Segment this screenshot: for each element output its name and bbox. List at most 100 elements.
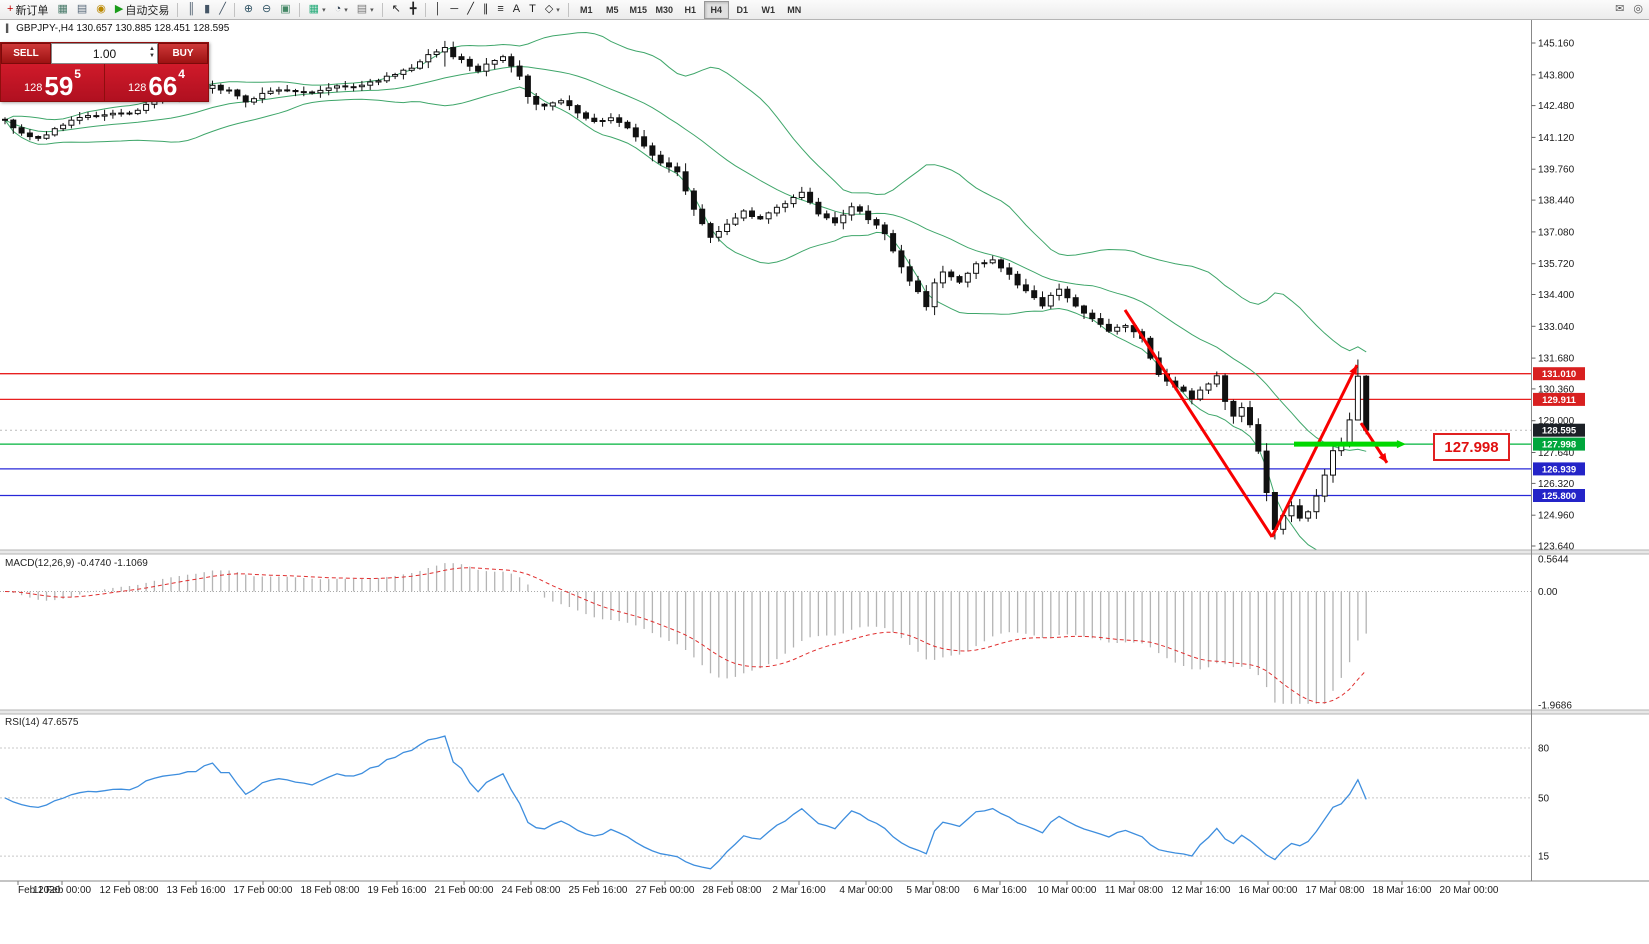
template-button[interactable]: ▤ ▾ bbox=[353, 1, 378, 19]
sell-price-prefix: 128 bbox=[24, 82, 43, 94]
price-axis[interactable]: 145.160 143.800 142.480 141.120 139.760 138.4… bbox=[1531, 20, 1586, 881]
timeframe-m15-button[interactable]: M15 bbox=[626, 1, 651, 19]
label-tool-button[interactable]: T bbox=[525, 1, 540, 19]
macd-label: MACD(12,26,9) -0.4740 -1.1069 bbox=[5, 558, 148, 569]
new-order-button[interactable]: + 新订单 bbox=[3, 1, 52, 19]
trade-panel-top-row: SELL 1.00 ▲ ▼ BUY bbox=[1, 43, 208, 64]
timeframe-m5-button[interactable]: M5 bbox=[600, 1, 625, 19]
lot-size-field[interactable]: 1.00 ▲ ▼ bbox=[51, 43, 158, 64]
svg-text:134.400: 134.400 bbox=[1538, 290, 1575, 301]
macd-pane[interactable] bbox=[0, 563, 1532, 704]
toolbar-separator bbox=[233, 2, 235, 17]
timeframe-h4-button[interactable]: H4 bbox=[703, 0, 729, 19]
svg-text:11 Mar 08:00: 11 Mar 08:00 bbox=[1105, 885, 1164, 896]
sell-button[interactable]: SELL bbox=[1, 43, 51, 64]
svg-text:0.00: 0.00 bbox=[1538, 587, 1558, 598]
rsi-pane[interactable] bbox=[0, 735, 1532, 870]
trade-panel-prices: 128 59 5 128 66 4 bbox=[1, 64, 208, 101]
bar-chart-button[interactable]: ║ bbox=[183, 1, 199, 19]
dropdown-arrow-icon: ▾ bbox=[556, 6, 560, 14]
toolbar-separator bbox=[381, 2, 383, 17]
bar-chart-icon: ║ bbox=[187, 3, 196, 15]
period-button[interactable]: ◔ ▾ bbox=[331, 1, 352, 19]
svg-text:127.640: 127.640 bbox=[1538, 448, 1575, 459]
new-chart-button[interactable]: ▦ ▾ bbox=[305, 1, 330, 19]
svg-text:12 Feb 08:00: 12 Feb 08:00 bbox=[100, 885, 159, 896]
svg-text:142.480: 142.480 bbox=[1538, 101, 1575, 112]
trendline-tool-button[interactable]: ╱ bbox=[463, 1, 478, 19]
shapes-icon: ◇ bbox=[544, 3, 554, 15]
toolbar-separator bbox=[298, 2, 300, 17]
text-tool-button[interactable]: A bbox=[509, 1, 524, 19]
timeframe-mn-button-label: MN bbox=[787, 4, 802, 15]
svg-text:24 Feb 08:00: 24 Feb 08:00 bbox=[502, 885, 561, 896]
svg-text:18 Mar 16:00: 18 Mar 16:00 bbox=[1373, 885, 1432, 896]
autotrading-play-icon: ▶ bbox=[114, 3, 124, 15]
horizontal-line-tool-button[interactable]: ─ bbox=[446, 1, 462, 19]
chart-symbol-icon: ▍ bbox=[6, 24, 13, 33]
lot-increase-icon[interactable]: ▲ bbox=[149, 46, 155, 52]
svg-text:19 Feb 16:00: 19 Feb 16:00 bbox=[368, 885, 427, 896]
arrows-tool-button[interactable]: ◇ ▾ bbox=[541, 1, 564, 19]
svg-text:126.320: 126.320 bbox=[1538, 479, 1575, 490]
buy-button[interactable]: BUY bbox=[158, 43, 208, 64]
sell-price[interactable]: 128 59 5 bbox=[1, 64, 104, 101]
timeframe-d1-button-label: D1 bbox=[736, 4, 749, 15]
price-callout[interactable]: 127.998 bbox=[1433, 433, 1510, 461]
dropdown-arrow-icon: ▾ bbox=[344, 6, 348, 14]
svg-text:13 Feb 16:00: 13 Feb 16:00 bbox=[167, 885, 226, 896]
svg-text:126.939: 126.939 bbox=[1542, 464, 1576, 475]
alerts-button[interactable]: ◉ bbox=[92, 1, 110, 19]
svg-text:17 Mar 08:00: 17 Mar 08:00 bbox=[1306, 885, 1365, 896]
buy-price-sup: 4 bbox=[178, 67, 185, 81]
channel-icon: ∥ bbox=[482, 3, 489, 15]
svg-text:125.800: 125.800 bbox=[1542, 491, 1576, 502]
autotrading-button[interactable]: ▶ 自动交易 bbox=[111, 1, 173, 19]
fibonacci-tool-button[interactable]: ≡ bbox=[493, 1, 507, 19]
mail-button[interactable]: ✉ bbox=[1611, 1, 1628, 19]
zoom-out-button[interactable]: ⊖ bbox=[258, 1, 275, 19]
lot-decrease-icon[interactable]: ▼ bbox=[149, 53, 155, 59]
tile-windows-icon: ▣ bbox=[280, 3, 291, 15]
svg-text:-1.9686: -1.9686 bbox=[1538, 701, 1572, 712]
line-chart-button[interactable]: ╱ bbox=[215, 1, 230, 19]
timeframe-m1-button[interactable]: M1 bbox=[574, 1, 599, 19]
vertical-line-tool-button[interactable]: │ bbox=[431, 1, 446, 19]
chart-window-button[interactable]: ▦ bbox=[53, 1, 71, 19]
svg-text:139.760: 139.760 bbox=[1538, 165, 1575, 176]
timeframe-w1-button[interactable]: W1 bbox=[756, 1, 781, 19]
rsi-label: RSI(14) 47.6575 bbox=[5, 717, 79, 728]
one-click-trading-panel: SELL 1.00 ▲ ▼ BUY 128 59 5 128 66 4 bbox=[0, 42, 209, 102]
tile-windows-button[interactable]: ▣ bbox=[276, 1, 294, 19]
buy-price[interactable]: 128 66 4 bbox=[105, 64, 208, 101]
svg-text:50: 50 bbox=[1538, 793, 1550, 804]
chart-window-icon: ▦ bbox=[57, 3, 68, 15]
svg-text:128.595: 128.595 bbox=[1542, 426, 1577, 437]
timeframe-h1-button[interactable]: H1 bbox=[678, 1, 703, 19]
channel-tool-button[interactable]: ∥ bbox=[479, 1, 493, 19]
toolbar-separator bbox=[567, 2, 569, 17]
timeframe-m30-button[interactable]: M30 bbox=[652, 1, 677, 19]
crosshair-tool-button[interactable]: ╋ bbox=[406, 1, 421, 19]
timeframe-mn-button[interactable]: MN bbox=[782, 1, 807, 19]
dropdown-arrow-icon: ▾ bbox=[322, 6, 326, 14]
clock-icon: ◔ bbox=[334, 3, 342, 15]
svg-text:145.160: 145.160 bbox=[1538, 39, 1575, 50]
cursor-tool-button[interactable]: ↖ bbox=[388, 1, 405, 19]
zoom-in-button[interactable]: ⊕ bbox=[240, 1, 257, 19]
svg-text:129.911: 129.911 bbox=[1542, 395, 1577, 406]
search-button[interactable]: ◎ bbox=[1629, 1, 1647, 19]
print-button[interactable]: ▤ bbox=[73, 1, 91, 19]
autotrading-button-label: 自动交易 bbox=[125, 4, 170, 17]
toolbar-separator bbox=[177, 2, 179, 17]
svg-text:135.720: 135.720 bbox=[1538, 259, 1575, 270]
sell-price-sup: 5 bbox=[74, 67, 81, 81]
svg-text:2 Mar 16:00: 2 Mar 16:00 bbox=[772, 885, 826, 896]
candlestick-chart-button[interactable]: ▮ bbox=[200, 1, 214, 19]
svg-text:0.5644: 0.5644 bbox=[1538, 555, 1569, 566]
price-pane[interactable] bbox=[0, 31, 1532, 553]
timeframe-d1-button[interactable]: D1 bbox=[730, 1, 755, 19]
